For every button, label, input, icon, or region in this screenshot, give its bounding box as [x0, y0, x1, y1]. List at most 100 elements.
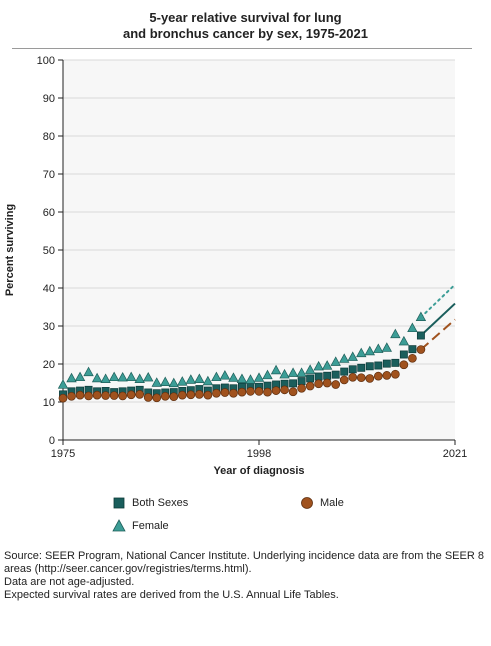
- data-point-both-sexes: [297, 377, 306, 386]
- x-tick-label: 2021: [443, 448, 467, 460]
- data-point-female: [270, 364, 282, 375]
- data-point-female: [160, 376, 171, 386]
- data-point-female: [228, 372, 239, 382]
- chart-title: 5-year relative survival for lung and br…: [0, 10, 491, 42]
- legend-item-both-sexes: Both Sexes: [112, 496, 188, 510]
- legend-item-female: Female: [112, 519, 169, 533]
- chart-title-line-1: 5-year relative survival for lung: [149, 10, 342, 25]
- survival-chart: 0 10 20 30 40 50 60 70 80 90 100 1975 1998 2021 Year…: [4, 55, 467, 477]
- square-marker-icon: [112, 496, 126, 510]
- data-point-female: [415, 311, 427, 322]
- data-point-male: [263, 387, 272, 397]
- circle-marker-icon: [300, 496, 314, 510]
- data-point-female: [194, 373, 205, 383]
- data-point-male: [288, 387, 298, 397]
- series-layer: [57, 283, 456, 403]
- data-point-female: [339, 353, 350, 363]
- data-point-female: [83, 366, 94, 377]
- y-tick-label: 10: [43, 397, 55, 409]
- data-point-female: [390, 328, 401, 339]
- data-point-female: [364, 345, 375, 356]
- y-tick-label: 20: [43, 359, 55, 371]
- legend-item-male: Male: [300, 496, 344, 510]
- data-point-male: [67, 391, 76, 401]
- data-point-male: [305, 381, 315, 391]
- chart-title-line-2: and bronchus cancer by sex, 1975-2021: [123, 26, 368, 41]
- projection-line-both-sexes: [420, 302, 456, 337]
- data-point-male: [203, 390, 213, 400]
- data-point-both-sexes: [374, 361, 383, 370]
- data-point-male: [186, 390, 196, 400]
- data-point-male: [339, 375, 349, 385]
- data-point-both-sexes: [391, 358, 400, 367]
- data-point-female: [398, 335, 410, 346]
- data-point-female: [100, 373, 111, 383]
- data-point-both-sexes: [348, 365, 357, 374]
- data-point-both-sexes: [357, 363, 366, 372]
- x-axis-title: Year of diagnosis: [213, 465, 304, 477]
- data-point-male: [382, 371, 392, 380]
- data-point-female: [219, 370, 231, 380]
- data-point-female: [108, 371, 120, 382]
- data-point-male: [58, 393, 68, 403]
- title-divider: [12, 48, 472, 49]
- y-tick-label: 30: [43, 321, 55, 333]
- data-point-female: [211, 371, 222, 382]
- data-point-female: [262, 369, 273, 380]
- data-point-both-sexes: [408, 345, 417, 354]
- data-point-both-sexes: [314, 372, 323, 381]
- data-point-both-sexes: [382, 359, 391, 368]
- data-point-male: [84, 391, 93, 401]
- data-point-male: [194, 390, 204, 399]
- data-point-male: [331, 380, 341, 389]
- data-point-male: [75, 390, 85, 400]
- y-tick-label: 90: [43, 93, 55, 105]
- data-point-male: [109, 391, 119, 400]
- data-point-male: [118, 391, 128, 401]
- data-point-both-sexes: [340, 367, 349, 376]
- data-point-male: [229, 388, 238, 398]
- data-point-male: [254, 387, 264, 396]
- data-point-female: [125, 371, 137, 382]
- data-point-both-sexes: [416, 331, 425, 340]
- legend-label-male: Male: [320, 497, 344, 509]
- data-point-female: [381, 342, 393, 352]
- y-tick-label: 100: [37, 55, 55, 67]
- y-tick-label: 60: [43, 207, 55, 219]
- y-tick-label: 0: [49, 435, 55, 447]
- data-point-male: [322, 378, 332, 388]
- data-point-female: [66, 372, 77, 383]
- data-point-male: [135, 390, 145, 399]
- data-point-male: [280, 385, 289, 395]
- projection-line-male: [420, 318, 456, 351]
- data-point-male: [399, 360, 409, 370]
- data-point-male: [297, 383, 306, 393]
- data-point-both-sexes: [365, 362, 374, 371]
- data-point-male: [152, 393, 162, 403]
- data-point-female: [57, 379, 69, 389]
- note-age-adjust: Data are not age-adjusted.: [4, 576, 135, 588]
- legend-label-both-sexes: Both Sexes: [132, 497, 189, 509]
- data-point-male: [101, 391, 110, 400]
- data-point-female: [134, 373, 145, 383]
- data-point-female: [151, 377, 162, 387]
- data-point-male: [373, 371, 383, 381]
- data-point-male: [246, 387, 255, 396]
- grid-lines: [63, 59, 455, 403]
- data-point-female: [143, 371, 154, 382]
- data-point-male: [169, 392, 179, 402]
- data-point-female: [313, 360, 324, 371]
- data-point-both-sexes: [399, 350, 408, 359]
- data-point-female: [236, 373, 248, 383]
- data-point-both-sexes: [331, 370, 340, 379]
- data-point-male: [348, 372, 358, 382]
- data-point-female: [330, 356, 341, 366]
- data-point-male: [92, 390, 102, 400]
- data-point-female: [117, 371, 128, 382]
- data-point-male: [314, 379, 324, 389]
- data-point-female: [347, 351, 358, 361]
- data-point-male: [143, 393, 153, 402]
- projection-line-female: [419, 283, 456, 319]
- y-tick-label: 40: [43, 283, 55, 295]
- note-source: Source: SEER Program, National Cancer In…: [4, 550, 484, 575]
